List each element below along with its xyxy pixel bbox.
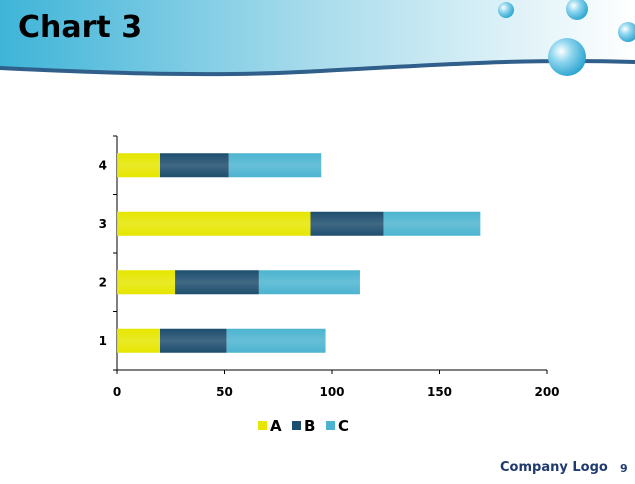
bubble-icon: [566, 0, 588, 20]
x-tick-label: 200: [534, 385, 559, 399]
bar-A-2: [117, 270, 176, 295]
bar-C-2: [258, 270, 360, 295]
y-tick-label: 3: [99, 217, 107, 231]
bar-C-1: [226, 328, 326, 353]
bar-B-3: [310, 211, 384, 236]
legend-swatch-C: [326, 421, 335, 430]
slide-header: Chart 3: [0, 0, 635, 90]
bubble-icon: [548, 38, 586, 76]
legend-swatch-A: [258, 421, 267, 430]
legend-swatch-B: [292, 421, 301, 430]
slide-title: Chart 3: [18, 10, 143, 45]
y-tick-label: 1: [99, 334, 107, 348]
bar-C-3: [383, 211, 481, 236]
bar-B-2: [175, 270, 259, 295]
y-tick-label: 4: [99, 158, 107, 172]
bar-C-4: [228, 153, 322, 178]
x-tick-label: 0: [113, 385, 121, 399]
x-tick-label: 150: [427, 385, 452, 399]
bubble-icon: [618, 22, 635, 42]
legend-label-C: C: [338, 417, 349, 435]
bar-A-1: [117, 328, 160, 353]
bubble-icon: [498, 2, 514, 18]
x-tick-label: 50: [216, 385, 233, 399]
x-tick-label: 100: [319, 385, 344, 399]
bar-B-1: [160, 328, 227, 353]
bar-A-4: [117, 153, 160, 178]
legend-label-A: A: [270, 417, 282, 435]
bar-B-4: [160, 153, 229, 178]
header-wave-decoration: [0, 0, 635, 77]
legend-label-B: B: [304, 417, 315, 435]
page-number: 9: [620, 462, 628, 475]
bar-A-3: [117, 211, 311, 236]
y-tick-label: 2: [99, 275, 107, 289]
company-logo: Company Logo: [500, 460, 608, 475]
